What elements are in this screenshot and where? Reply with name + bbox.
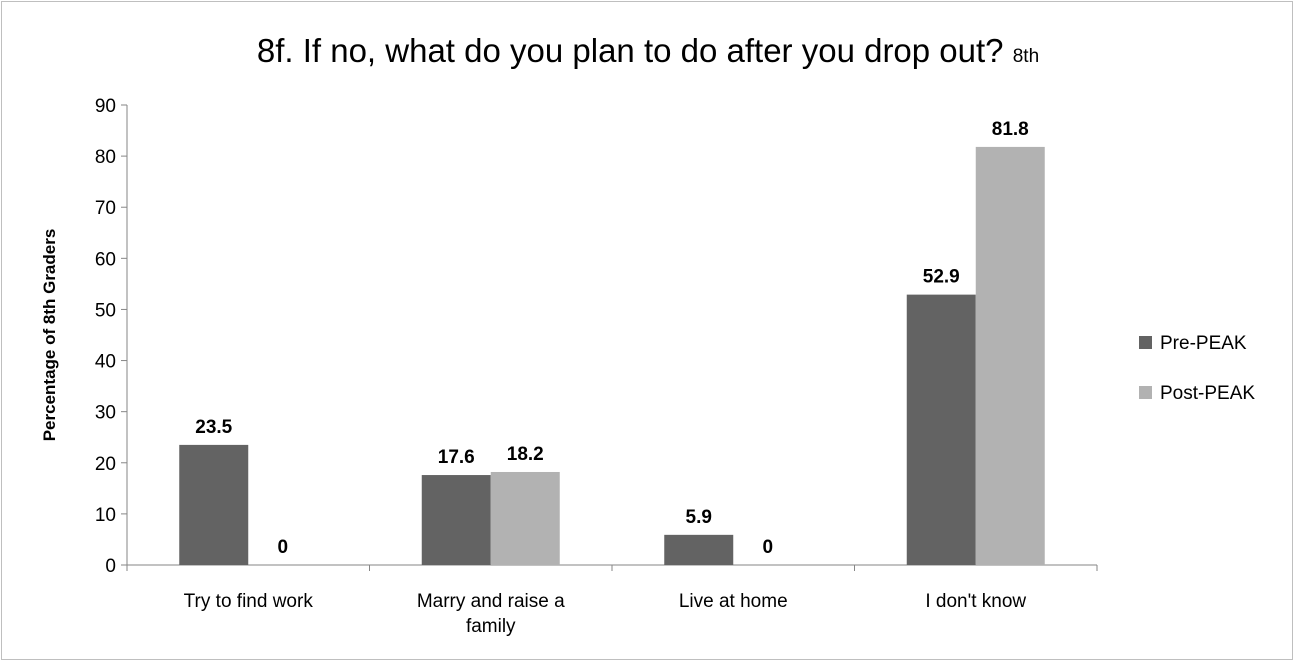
- legend-swatch-post-peak: [1139, 386, 1152, 399]
- y-tick-label: 60: [95, 249, 116, 270]
- bar-pre-peak: [421, 475, 491, 565]
- bar-post-peak: [975, 146, 1045, 565]
- data-label: 17.6: [438, 447, 475, 468]
- y-tick-label: 10: [95, 505, 116, 526]
- data-label: 0: [762, 537, 773, 558]
- y-tick-label: 50: [95, 300, 116, 321]
- y-tick-label: 0: [105, 556, 116, 577]
- data-label: 23.5: [195, 417, 232, 438]
- chart-title: 8f. If no, what do you plan to do after …: [2, 32, 1294, 70]
- x-category-label: Marry and raise a: [417, 591, 565, 612]
- y-tick-label: 20: [95, 454, 116, 475]
- y-tick-label: 70: [95, 198, 116, 219]
- bar-post-peak: [490, 471, 560, 565]
- legend-label: Pre-PEAK: [1160, 333, 1247, 354]
- data-label: 0: [277, 537, 288, 558]
- bar-pre-peak: [664, 534, 734, 565]
- y-axis-label: Percentage of 8th Graders: [40, 229, 59, 442]
- x-category-label: Try to find work: [184, 591, 314, 612]
- legend-swatch-pre-peak: [1139, 336, 1152, 349]
- y-tick-label: 40: [95, 352, 116, 373]
- y-tick-label: 90: [95, 96, 116, 117]
- x-category-label: Live at home: [679, 591, 788, 612]
- data-label: 81.8: [992, 119, 1029, 140]
- chart-title-text: 8f. If no, what do you plan to do after …: [256, 32, 1004, 69]
- data-label: 18.2: [507, 444, 544, 465]
- bar-pre-peak: [906, 294, 976, 565]
- chart-title-suffix: 8th: [1012, 46, 1040, 67]
- data-label: 5.9: [686, 507, 712, 528]
- x-category-label: family: [466, 616, 516, 637]
- bar-pre-peak: [179, 444, 249, 565]
- data-label: 52.9: [923, 267, 960, 288]
- legend-label: Post-PEAK: [1160, 383, 1255, 404]
- y-tick-label: 80: [95, 147, 116, 168]
- x-category-label: I don't know: [925, 591, 1026, 612]
- y-tick-label: 30: [95, 403, 116, 424]
